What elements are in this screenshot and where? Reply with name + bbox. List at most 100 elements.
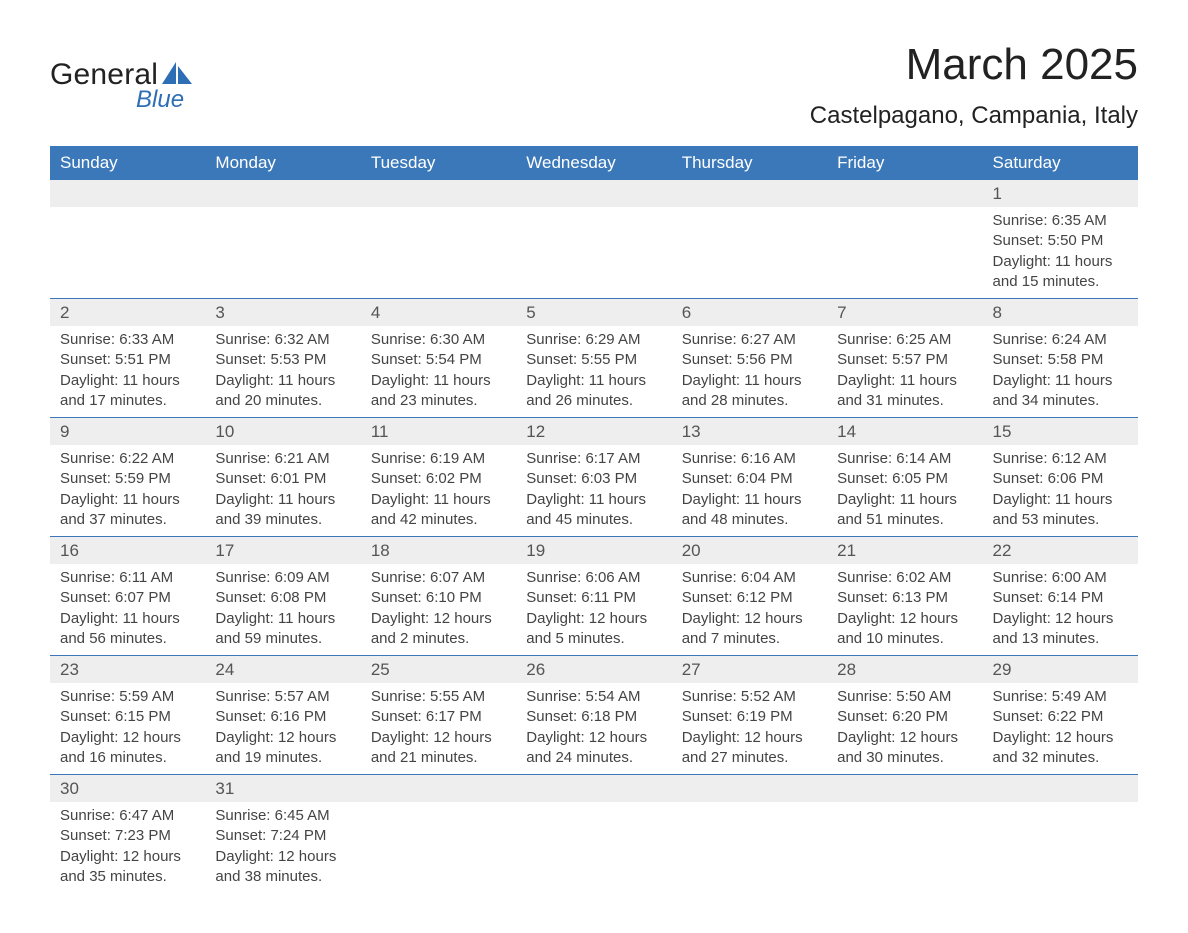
daylight-line1: Daylight: 11 hours xyxy=(526,490,661,510)
daylight-line2: and 5 minutes. xyxy=(526,629,661,649)
day-number-cell: 20 xyxy=(672,537,827,564)
day-number-cell: 11 xyxy=(361,418,516,445)
day-header-wednesday: Wednesday xyxy=(516,146,671,180)
sunset-text: Sunset: 6:17 PM xyxy=(371,707,506,727)
sunrise-text: Sunrise: 6:29 AM xyxy=(526,330,661,350)
sunrise-text: Sunrise: 5:50 AM xyxy=(837,687,972,707)
day-data-cell: Sunrise: 5:57 AMSunset: 6:16 PMDaylight:… xyxy=(205,683,360,774)
sunset-text: Sunset: 6:12 PM xyxy=(682,588,817,608)
daylight-line1: Daylight: 11 hours xyxy=(60,371,195,391)
sunset-text: Sunset: 6:14 PM xyxy=(993,588,1128,608)
week-daydata-row: Sunrise: 6:11 AMSunset: 6:07 PMDaylight:… xyxy=(50,564,1138,655)
day-data-cell: Sunrise: 5:52 AMSunset: 6:19 PMDaylight:… xyxy=(672,683,827,774)
title-block: March 2025 Castelpagano, Campania, Italy xyxy=(810,40,1138,140)
day-data-cell: Sunrise: 6:19 AMSunset: 6:02 PMDaylight:… xyxy=(361,445,516,536)
daylight-line1: Daylight: 12 hours xyxy=(993,728,1128,748)
sunset-text: Sunset: 6:13 PM xyxy=(837,588,972,608)
daylight-line1: Daylight: 12 hours xyxy=(371,609,506,629)
sunrise-text: Sunrise: 6:25 AM xyxy=(837,330,972,350)
sunrise-text: Sunrise: 5:49 AM xyxy=(993,687,1128,707)
daylight-line2: and 34 minutes. xyxy=(993,391,1128,411)
sunset-text: Sunset: 6:02 PM xyxy=(371,469,506,489)
day-header-saturday: Saturday xyxy=(983,146,1138,180)
day-number-cell: 12 xyxy=(516,418,671,445)
sunset-text: Sunset: 6:03 PM xyxy=(526,469,661,489)
week-daydata-row: Sunrise: 5:59 AMSunset: 6:15 PMDaylight:… xyxy=(50,683,1138,774)
sunrise-text: Sunrise: 6:30 AM xyxy=(371,330,506,350)
daylight-line2: and 17 minutes. xyxy=(60,391,195,411)
day-data-cell: Sunrise: 6:47 AMSunset: 7:23 PMDaylight:… xyxy=(50,802,205,893)
day-number-cell: 8 xyxy=(983,299,1138,326)
daylight-line1: Daylight: 11 hours xyxy=(215,490,350,510)
sunset-text: Sunset: 5:50 PM xyxy=(993,231,1128,251)
sunset-text: Sunset: 6:06 PM xyxy=(993,469,1128,489)
day-data-cell: Sunrise: 6:21 AMSunset: 6:01 PMDaylight:… xyxy=(205,445,360,536)
daylight-line2: and 45 minutes. xyxy=(526,510,661,530)
day-number-cell xyxy=(205,180,360,207)
daylight-line1: Daylight: 11 hours xyxy=(60,609,195,629)
day-number-cell: 4 xyxy=(361,299,516,326)
week-daydata-row: Sunrise: 6:22 AMSunset: 5:59 PM Daylight:… xyxy=(50,445,1138,536)
day-number-cell xyxy=(516,180,671,207)
day-data-cell xyxy=(983,802,1138,893)
day-data-cell: Sunrise: 6:17 AMSunset: 6:03 PMDaylight:… xyxy=(516,445,671,536)
daylight-line2: and 35 minutes. xyxy=(60,867,195,887)
day-data-cell xyxy=(516,207,671,298)
daylight-line1: Daylight: 12 hours xyxy=(60,728,195,748)
sunset-text: Sunset: 5:59 PM xyxy=(60,469,195,489)
daylight-line2: and 21 minutes. xyxy=(371,748,506,768)
day-number-cell xyxy=(672,775,827,802)
day-data-cell xyxy=(672,802,827,893)
sunset-text: Sunset: 6:11 PM xyxy=(526,588,661,608)
day-number-cell: 18 xyxy=(361,537,516,564)
daylight-line1: Daylight: 12 hours xyxy=(993,609,1128,629)
daylight-line2: and 16 minutes. xyxy=(60,748,195,768)
day-number-cell: 2 xyxy=(50,299,205,326)
day-data-cell: Sunrise: 6:29 AMSunset: 5:55 PMDaylight:… xyxy=(516,326,671,417)
daylight-line1: Daylight: 11 hours xyxy=(837,371,972,391)
day-number-cell: 24 xyxy=(205,656,360,683)
sunset-text: Sunset: 6:18 PM xyxy=(526,707,661,727)
daylight-line2: and 48 minutes. xyxy=(682,510,817,530)
day-number-cell: 27 xyxy=(672,656,827,683)
daylight-line2: and 19 minutes. xyxy=(215,748,350,768)
week-daynum-row: 1 xyxy=(50,180,1138,207)
sunrise-text: Sunrise: 6:14 AM xyxy=(837,449,972,469)
day-data-cell xyxy=(516,802,671,893)
daylight-line1: Daylight: 11 hours xyxy=(371,371,506,391)
daylight-line2: and 28 minutes. xyxy=(682,391,817,411)
month-title: March 2025 xyxy=(810,40,1138,90)
daylight-line1: Daylight: 12 hours xyxy=(682,609,817,629)
sunrise-text: Sunrise: 6:17 AM xyxy=(526,449,661,469)
day-number-cell: 17 xyxy=(205,537,360,564)
sunset-text: Sunset: 5:55 PM xyxy=(526,350,661,370)
day-data-cell: Sunrise: 6:14 AMSunset: 6:05 PMDaylight:… xyxy=(827,445,982,536)
day-data-cell: Sunrise: 6:06 AMSunset: 6:11 PMDaylight:… xyxy=(516,564,671,655)
sunset-text: Sunset: 7:24 PM xyxy=(215,826,350,846)
day-data-cell xyxy=(672,207,827,298)
day-number-cell: 3 xyxy=(205,299,360,326)
sunset-text: Sunset: 7:23 PM xyxy=(60,826,195,846)
daylight-line2: and 39 minutes. xyxy=(215,510,350,530)
sunrise-text: Sunrise: 6:12 AM xyxy=(993,449,1128,469)
day-number-cell: 29 xyxy=(983,656,1138,683)
daylight-line2: and 2 minutes. xyxy=(371,629,506,649)
daylight-line1: Daylight: 11 hours xyxy=(526,371,661,391)
sunrise-text: Sunrise: 5:57 AM xyxy=(215,687,350,707)
logo: General Blue xyxy=(50,58,192,114)
sunset-text: Sunset: 5:54 PM xyxy=(371,350,506,370)
sunrise-text: Sunrise: 5:54 AM xyxy=(526,687,661,707)
sunset-text: Sunset: 6:08 PM xyxy=(215,588,350,608)
day-number-cell: 31 xyxy=(205,775,360,802)
sunrise-text: Sunrise: 6:22 AM xyxy=(60,449,195,469)
day-data-cell: Sunrise: 6:11 AMSunset: 6:07 PMDaylight:… xyxy=(50,564,205,655)
sunset-text: Sunset: 6:04 PM xyxy=(682,469,817,489)
day-data-cell: Sunrise: 5:49 AMSunset: 6:22 PMDaylight:… xyxy=(983,683,1138,774)
sunrise-text: Sunrise: 6:27 AM xyxy=(682,330,817,350)
daylight-line1: Daylight: 11 hours xyxy=(682,490,817,510)
day-data-cell xyxy=(361,207,516,298)
sail-icon xyxy=(162,62,192,89)
day-number-cell: 15 xyxy=(983,418,1138,445)
sunrise-text: Sunrise: 6:11 AM xyxy=(60,568,195,588)
daylight-line2: and 13 minutes. xyxy=(993,629,1128,649)
